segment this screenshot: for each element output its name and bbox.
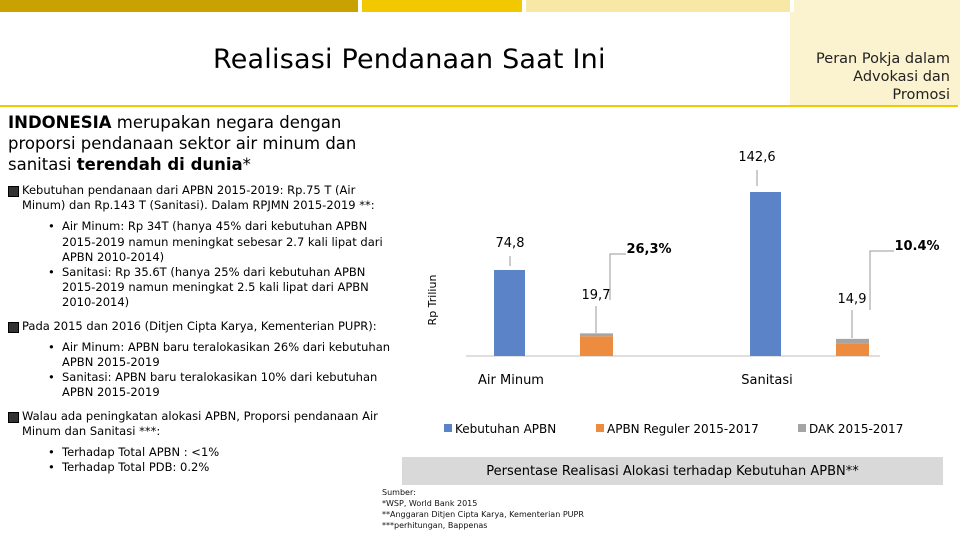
data-label: 19,7 bbox=[582, 288, 611, 303]
bar-dak bbox=[580, 333, 613, 337]
bar-dak bbox=[836, 338, 869, 344]
legend-label: DAK 2015-2017 bbox=[809, 422, 903, 436]
sub-bullet: Terhadap Total PDB: 0.2% bbox=[48, 460, 400, 475]
intro-span: * bbox=[242, 155, 251, 174]
data-label: 14,9 bbox=[838, 292, 867, 307]
legend-swatch bbox=[444, 424, 452, 432]
side-panel-line: Promosi bbox=[892, 87, 950, 103]
top-accent-bar bbox=[526, 0, 790, 12]
sub-bullet: Terhadap Total APBN : <1% bbox=[48, 445, 400, 460]
sub-bullet: Air Minum: APBN baru teralokasikan 26% d… bbox=[48, 340, 400, 370]
legend-label: Kebutuhan APBN bbox=[455, 422, 556, 436]
side-panel-line: Advokasi dan bbox=[853, 69, 950, 85]
source-line: Sumber: bbox=[382, 488, 416, 497]
sub-bullet: Air Minum: Rp 34T (hanya 45% dari kebutu… bbox=[48, 219, 400, 265]
y-axis-label: Rp Triliun bbox=[426, 275, 439, 326]
page-title: Realisasi Pendanaan Saat Ini bbox=[213, 44, 606, 75]
bar-kebutuhan bbox=[494, 269, 525, 356]
source-line: **Anggaran Ditjen Cipta Karya, Kementeri… bbox=[382, 510, 584, 519]
sources: Sumber: *WSP, World Bank 2015 **Anggaran… bbox=[382, 487, 584, 531]
percent-label: 10.4% bbox=[894, 239, 939, 254]
side-panel: Peran Pokja dalam Advokasi dan Promosi bbox=[790, 12, 960, 105]
chart: Rp Triliun Air Minum Sanitasi 74,8 142,6 19,7… bbox=[400, 110, 960, 540]
top-accent-bar bbox=[0, 0, 358, 12]
bullet-list: Kebutuhan pendanaan dari APBN 2015-2019:… bbox=[8, 183, 400, 476]
side-panel-line: Peran Pokja dalam bbox=[816, 51, 950, 67]
legend-label: APBN Reguler 2015-2017 bbox=[607, 422, 759, 436]
bar-reguler bbox=[580, 336, 613, 356]
percent-label: 26,3% bbox=[626, 242, 671, 257]
leader-line bbox=[869, 250, 894, 310]
bullet-item: Pada 2015 dan 2016 (Ditjen Cipta Karya, … bbox=[8, 319, 400, 334]
side-panel-text: Peran Pokja dalam Advokasi dan Promosi bbox=[790, 50, 950, 104]
leader-line bbox=[609, 253, 626, 300]
bar-chart-svg: Rp Triliun Air Minum Sanitasi 74,8 142,6 19,7… bbox=[426, 150, 940, 436]
top-accent-bar bbox=[794, 0, 960, 12]
legend-swatch bbox=[596, 424, 604, 432]
top-accent-bar bbox=[362, 0, 522, 12]
sub-bullet: Sanitasi: Rp 35.6T (hanya 25% dari kebut… bbox=[48, 265, 400, 311]
source-line: *WSP, World Bank 2015 bbox=[382, 499, 478, 508]
title-divider bbox=[0, 105, 958, 107]
bullet-item: Walau ada peningkatan alokasi APBN, Prop… bbox=[8, 409, 400, 439]
bar-kebutuhan bbox=[750, 192, 781, 356]
bullet-item: Kebutuhan pendanaan dari APBN 2015-2019:… bbox=[8, 183, 400, 213]
intro-bold: INDONESIA bbox=[8, 113, 112, 132]
category-label: Air Minum bbox=[478, 373, 544, 388]
source-line: ***perhitungan, Bappenas bbox=[382, 521, 488, 530]
bar-reguler bbox=[836, 343, 869, 356]
intro-bold: terendah di dunia bbox=[76, 155, 243, 174]
legend-swatch bbox=[798, 424, 806, 432]
intro-span: merupakan negara dengan proporsi pendana… bbox=[8, 113, 357, 174]
sub-bullet: Sanitasi: APBN baru teralokasikan 10% da… bbox=[48, 370, 400, 400]
category-label: Sanitasi bbox=[741, 373, 793, 388]
intro-text: INDONESIA merupakan negara dengan propor… bbox=[8, 112, 388, 175]
data-label: 74,8 bbox=[496, 236, 525, 251]
chart-subtitle: Persentase Realisasi Alokasi terhadap Ke… bbox=[402, 457, 943, 485]
data-label: 142,6 bbox=[738, 150, 775, 165]
